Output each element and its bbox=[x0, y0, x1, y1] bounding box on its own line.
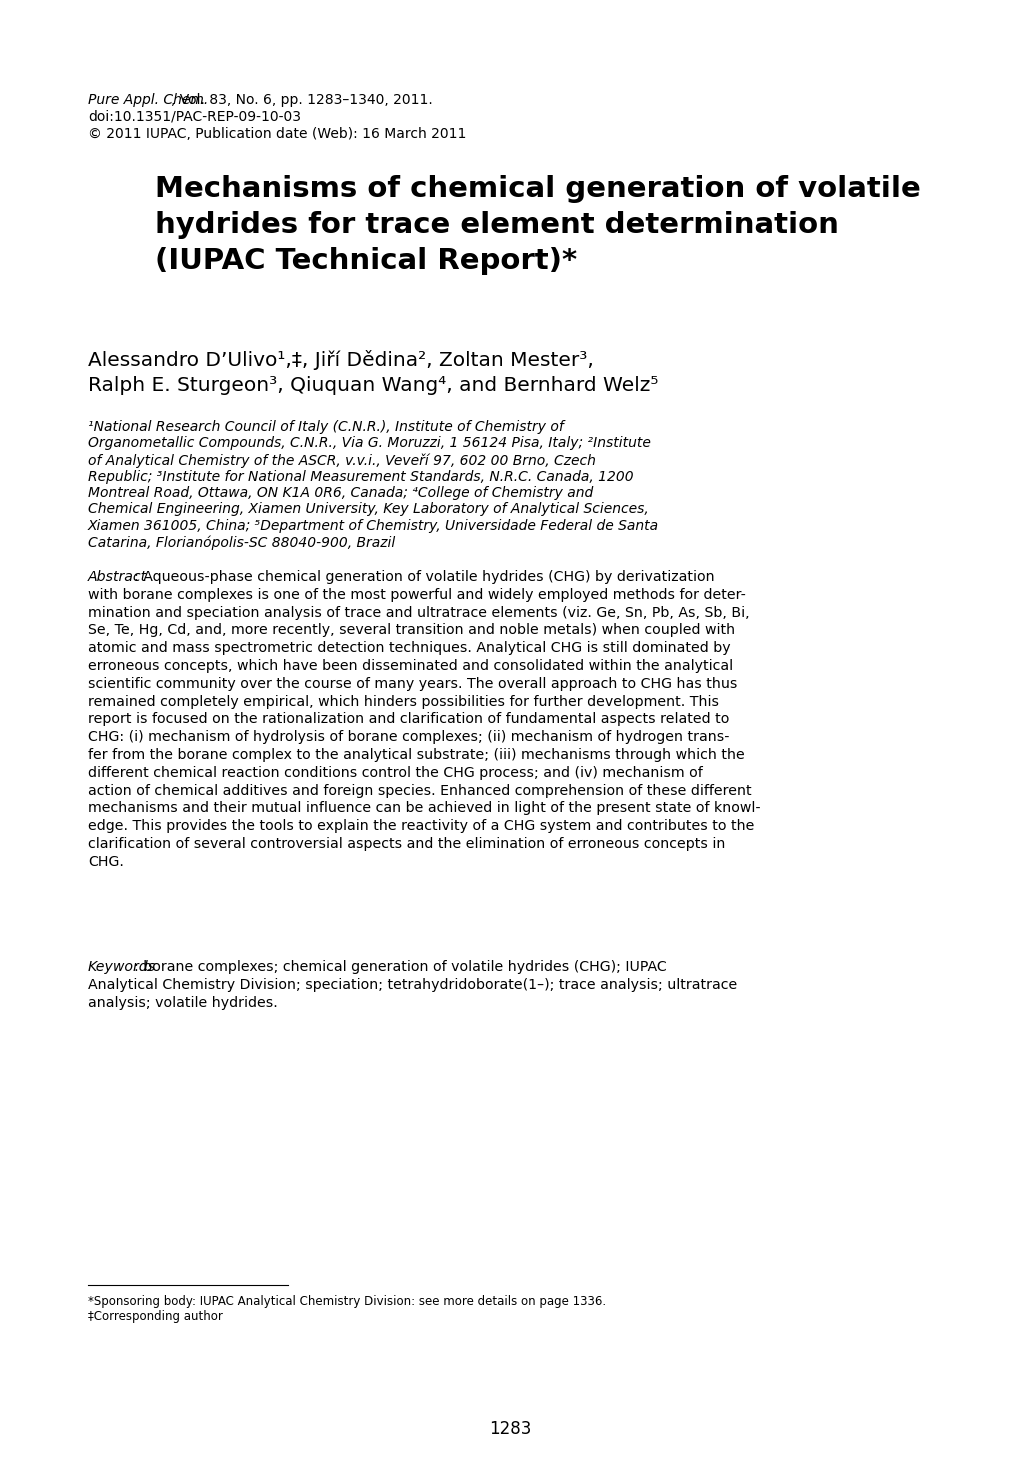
Text: CHG: (i) mechanism of hydrolysis of borane complexes; (ii) mechanism of hydrogen: CHG: (i) mechanism of hydrolysis of bora… bbox=[88, 730, 729, 744]
Text: CHG.: CHG. bbox=[88, 855, 123, 868]
Text: Xiamen 361005, China; ⁵Department of Chemistry, Universidade Federal de Santa: Xiamen 361005, China; ⁵Department of Che… bbox=[88, 519, 658, 534]
Text: Abstract: Abstract bbox=[88, 570, 147, 583]
Text: edge. This provides the tools to explain the reactivity of a CHG system and cont: edge. This provides the tools to explain… bbox=[88, 819, 754, 833]
Text: clarification of several controversial aspects and the elimination of erroneous : clarification of several controversial a… bbox=[88, 838, 725, 851]
Text: different chemical reaction conditions control the CHG process; and (iv) mechani: different chemical reaction conditions c… bbox=[88, 766, 702, 779]
Text: : Aqueous-phase chemical generation of volatile hydrides (CHG) by derivatization: : Aqueous-phase chemical generation of v… bbox=[133, 570, 713, 583]
Text: Pure Appl. Chem.: Pure Appl. Chem. bbox=[88, 94, 208, 107]
Text: with borane complexes is one of the most powerful and widely employed methods fo: with borane complexes is one of the most… bbox=[88, 588, 745, 602]
Text: Chemical Engineering, Xiamen University, Key Laboratory of Analytical Sciences,: Chemical Engineering, Xiamen University,… bbox=[88, 503, 648, 516]
Text: fer from the borane complex to the analytical substrate; (iii) mechanisms throug: fer from the borane complex to the analy… bbox=[88, 749, 744, 762]
Text: report is focused on the rationalization and clarification of fundamental aspect: report is focused on the rationalization… bbox=[88, 712, 729, 727]
Text: 1283: 1283 bbox=[488, 1420, 531, 1439]
Text: of Analytical Chemistry of the ASCR, v.v.i., Veveří 97, 602 00 Brno, Czech: of Analytical Chemistry of the ASCR, v.v… bbox=[88, 453, 595, 468]
Text: *Sponsoring body: IUPAC Analytical Chemistry Division: see more details on page : *Sponsoring body: IUPAC Analytical Chemi… bbox=[88, 1295, 605, 1308]
Text: Se, Te, Hg, Cd, and, more recently, several transition and noble metals) when co: Se, Te, Hg, Cd, and, more recently, seve… bbox=[88, 623, 735, 637]
Text: © 2011 IUPAC, Publication date (Web): 16 March 2011: © 2011 IUPAC, Publication date (Web): 16… bbox=[88, 127, 466, 140]
Text: mechanisms and their mutual influence can be achieved in light of the present st: mechanisms and their mutual influence ca… bbox=[88, 801, 760, 816]
Text: erroneous concepts, which have been disseminated and consolidated within the ana: erroneous concepts, which have been diss… bbox=[88, 659, 733, 673]
Text: action of chemical additives and foreign species. Enhanced comprehension of thes: action of chemical additives and foreign… bbox=[88, 784, 751, 798]
Text: Organometallic Compounds, C.N.R., Via G. Moruzzi, 1 56124 Pisa, Italy; ²Institut: Organometallic Compounds, C.N.R., Via G.… bbox=[88, 437, 650, 450]
Text: Republic; ³Institute for National Measurement Standards, N.R.C. Canada, 1200: Republic; ³Institute for National Measur… bbox=[88, 469, 633, 484]
Text: ¹National Research Council of Italy (C.N.R.), Institute of Chemistry of: ¹National Research Council of Italy (C.N… bbox=[88, 420, 564, 434]
Text: (IUPAC Technical Report)*: (IUPAC Technical Report)* bbox=[155, 247, 577, 275]
Text: analysis; volatile hydrides.: analysis; volatile hydrides. bbox=[88, 996, 277, 1010]
Text: doi:10.1351/PAC-REP-09-10-03: doi:10.1351/PAC-REP-09-10-03 bbox=[88, 110, 301, 124]
Text: Alessandro D’Ulivo¹,‡, Jiří Dědina², Zoltan Mester³,: Alessandro D’Ulivo¹,‡, Jiří Dědina², Zol… bbox=[88, 349, 593, 370]
Text: Catarina, Florianópolis-SC 88040-900, Brazil: Catarina, Florianópolis-SC 88040-900, Br… bbox=[88, 535, 395, 550]
Text: Analytical Chemistry Division; speciation; tetrahydridoborate(1–); trace analysi: Analytical Chemistry Division; speciatio… bbox=[88, 978, 737, 991]
Text: Montreal Road, Ottawa, ON K1A 0R6, Canada; ⁴College of Chemistry and: Montreal Road, Ottawa, ON K1A 0R6, Canad… bbox=[88, 485, 593, 500]
Text: remained completely empirical, which hinders possibilities for further developme: remained completely empirical, which hin… bbox=[88, 694, 718, 709]
Text: : borane complexes; chemical generation of volatile hydrides (CHG); IUPAC: : borane complexes; chemical generation … bbox=[133, 961, 665, 974]
Text: scientific community over the course of many years. The overall approach to CHG : scientific community over the course of … bbox=[88, 677, 737, 692]
Text: , Vol. 83, No. 6, pp. 1283–1340, 2011.: , Vol. 83, No. 6, pp. 1283–1340, 2011. bbox=[171, 94, 432, 107]
Text: Ralph E. Sturgeon³, Qiuquan Wang⁴, and Bernhard Welz⁵: Ralph E. Sturgeon³, Qiuquan Wang⁴, and B… bbox=[88, 376, 658, 395]
Text: Mechanisms of chemical generation of volatile: Mechanisms of chemical generation of vol… bbox=[155, 175, 920, 203]
Text: mination and speciation analysis of trace and ultratrace elements (viz. Ge, Sn, : mination and speciation analysis of trac… bbox=[88, 605, 749, 620]
Text: Keywords: Keywords bbox=[88, 961, 156, 974]
Text: ‡Corresponding author: ‡Corresponding author bbox=[88, 1310, 223, 1323]
Text: hydrides for trace element determination: hydrides for trace element determination bbox=[155, 211, 838, 238]
Text: atomic and mass spectrometric detection techniques. Analytical CHG is still domi: atomic and mass spectrometric detection … bbox=[88, 642, 730, 655]
